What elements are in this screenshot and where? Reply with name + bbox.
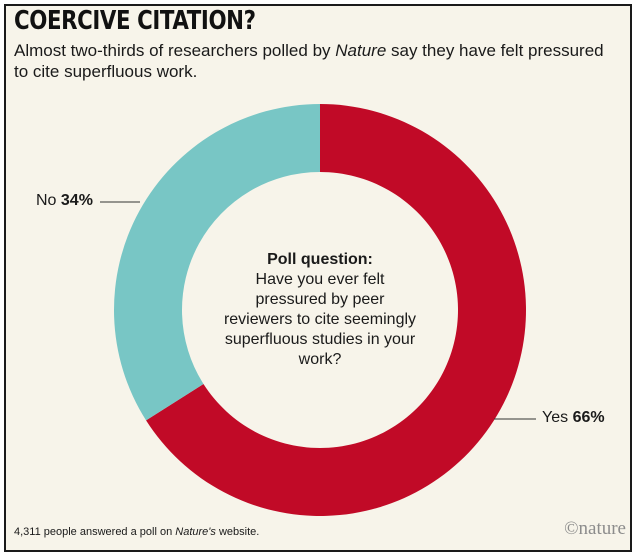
footnote: 4,311 people answered a poll on Nature's… xyxy=(14,526,259,538)
slice-label-no-name: No xyxy=(36,192,57,209)
subtitle-text-end: say they have felt pressured to cite sup… xyxy=(14,41,604,81)
slice-label-no: No 34% xyxy=(36,192,93,210)
slice-label-yes-value: 66% xyxy=(572,409,605,426)
donut-slices xyxy=(114,104,526,517)
donut-slice-yes xyxy=(146,104,526,517)
chart-title: COERCIVE CITATION? xyxy=(14,6,256,36)
slice-label-yes-name: Yes xyxy=(542,409,569,426)
footnote-italic-nature: Nature's xyxy=(175,526,216,538)
chart-subtitle: Almost two-thirds of researchers polled … xyxy=(14,40,614,82)
subtitle-text-start: Almost two-thirds of researchers polled … xyxy=(14,41,336,60)
subtitle-italic-nature: Nature xyxy=(335,41,387,60)
poll-question-text: Have you ever felt pressured by peer rev… xyxy=(223,271,417,368)
footnote-text-start: 4,311 people answered a poll on xyxy=(14,526,176,538)
nature-logo: ©nature xyxy=(564,518,626,539)
donut-slice-no xyxy=(114,104,320,421)
slice-label-no-value: 34% xyxy=(60,192,93,209)
footnote-text-end: website. xyxy=(215,526,260,538)
poll-question: Poll question: Have you ever felt pressu… xyxy=(222,250,418,370)
slice-label-yes: Yes 66% xyxy=(542,409,605,427)
poll-question-label: Poll question: xyxy=(267,251,373,268)
